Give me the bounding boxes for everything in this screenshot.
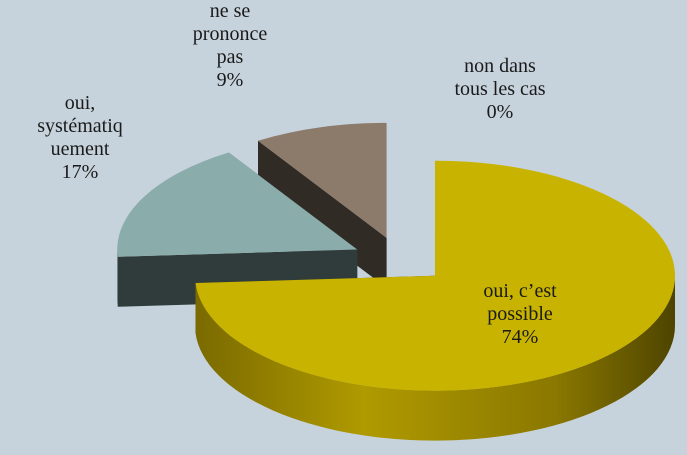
label-value: 17% <box>61 161 99 183</box>
label-value: 9% <box>216 69 244 91</box>
slice-label: ne se prononce pas 9% <box>140 0 320 92</box>
slice <box>117 152 358 307</box>
label-name: oui, c’est possible <box>483 280 557 325</box>
slice-top <box>195 160 676 391</box>
slice-top <box>117 152 358 257</box>
slice-label: oui, c’est possible 74% <box>430 280 610 349</box>
slice-top <box>258 122 387 238</box>
label-value: 0% <box>486 101 514 123</box>
label-name: non dans tous les cas <box>454 55 546 100</box>
slice-label: oui, systématiq uement 17% <box>0 92 170 184</box>
label-name: ne se prononce pas <box>192 0 268 68</box>
slice <box>195 160 676 441</box>
slice-label: non dans tous les cas 0% <box>410 55 590 124</box>
label-value: 74% <box>501 326 539 348</box>
label-name: oui, systématiq uement <box>37 92 123 160</box>
slice-wall <box>195 275 675 441</box>
slice-wall <box>117 249 118 307</box>
